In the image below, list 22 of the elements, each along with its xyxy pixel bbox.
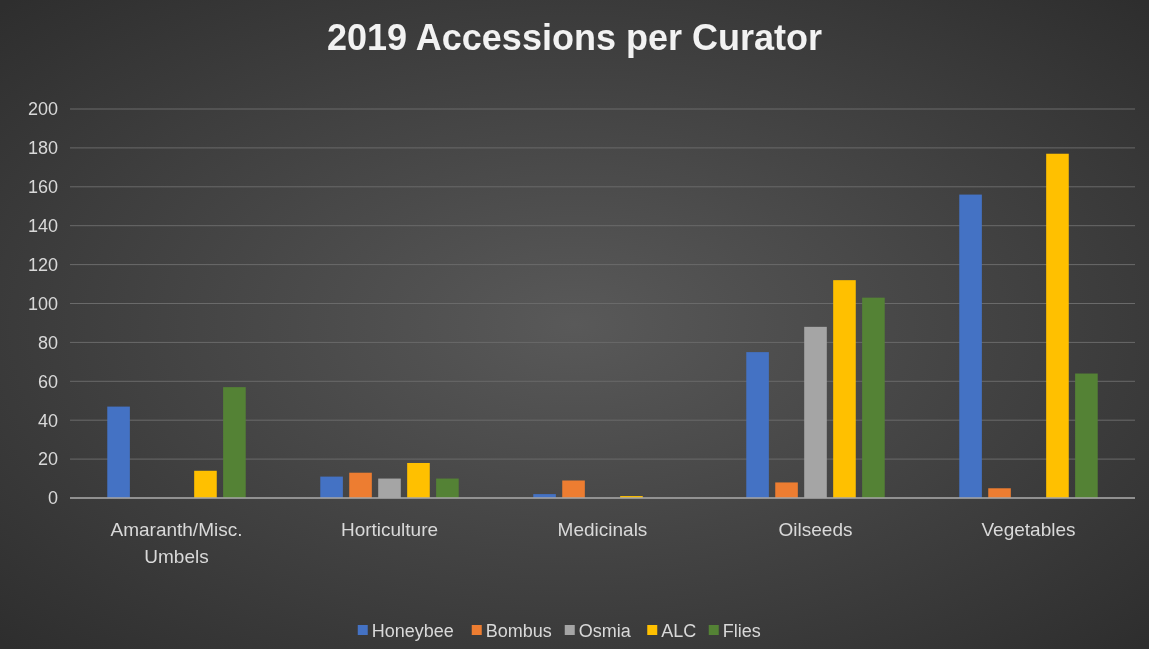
legend-label: Osmia — [578, 621, 632, 641]
y-tick-label: 140 — [27, 216, 58, 236]
y-tick-label: 60 — [37, 371, 58, 392]
y-tick-label: 20 — [37, 449, 58, 470]
x-tick-label: Oilseeds — [778, 519, 853, 540]
y-tick-label: 160 — [27, 177, 58, 198]
legend-label: ALC — [661, 621, 697, 641]
legend-label: Honeybee — [371, 621, 454, 641]
x-tick-label: Medicinals — [557, 519, 648, 540]
y-tick-label: 120 — [27, 254, 58, 275]
y-tick-label: 200 — [27, 99, 58, 120]
y-tick-label: 180 — [27, 138, 58, 159]
y-tick-label: 80 — [37, 332, 58, 353]
x-tick-label: Vegetables — [981, 519, 1076, 540]
x-tick-label: Amaranth/Misc. Umbels — [110, 519, 243, 567]
legend-label: Flies — [722, 621, 761, 641]
y-tick-label: 100 — [27, 293, 58, 314]
x-tick-label: Horticulture — [340, 519, 439, 540]
legend-label: Bombus — [485, 621, 552, 641]
chart-title: 2019 Accessions per Curator — [327, 17, 822, 58]
y-tick-label: 40 — [37, 410, 58, 431]
y-tick-label: 0 — [47, 488, 58, 509]
